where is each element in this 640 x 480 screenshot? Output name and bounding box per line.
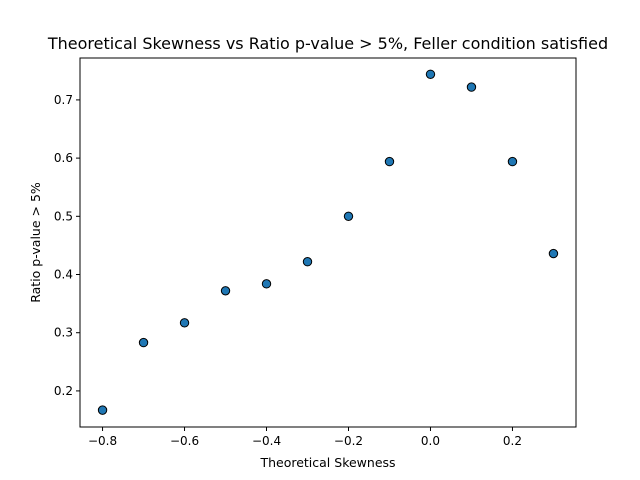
plot-area: −0.8 −0.6 −0.4 −0.2 0.0 0.2 0.20.30.40.50.60.…	[54, 57, 577, 448]
y-tick-label: 0.5	[54, 209, 73, 223]
y-tick-label: 0.4	[54, 268, 73, 282]
y-tick-label: 0.2	[54, 384, 73, 398]
x-tick-label: −0.6	[170, 434, 199, 448]
y-axis-label: Ratio p-value > 5%	[28, 182, 43, 303]
data-point	[425, 69, 436, 79]
x-tick-label: 0.0	[421, 434, 440, 448]
y-tick-label: 0.6	[54, 151, 73, 165]
data-point	[179, 318, 190, 328]
data-point	[138, 337, 149, 348]
data-point	[466, 82, 477, 92]
data-point	[220, 286, 231, 296]
x-tick-label: 0.2	[503, 434, 522, 448]
data-point	[507, 156, 518, 167]
y-tick-label: 0.7	[54, 93, 73, 107]
axes-frame	[79, 57, 577, 428]
chart-title: Theoretical Skewness vs Ratio p-value > …	[47, 34, 608, 53]
x-tick-label: −0.4	[252, 434, 281, 448]
x-tick-label: −0.2	[334, 434, 363, 448]
y-axis-ticks: 0.2 0.3 0.4 0.5 0.6 0.7	[54, 93, 80, 398]
y-tick-label: 0.3	[54, 326, 73, 340]
data-point	[261, 279, 272, 289]
data-point	[97, 405, 108, 415]
x-axis-ticks: −0.8 −0.6 −0.4 −0.2 0.0 0.2	[88, 427, 522, 448]
data-point	[343, 211, 354, 222]
data-point	[548, 248, 559, 259]
x-axis-label: Theoretical Skewness	[259, 455, 395, 470]
data-point	[302, 257, 313, 267]
data-point	[384, 156, 395, 167]
x-tick-label: −0.8	[88, 434, 117, 448]
data-points	[97, 69, 559, 415]
